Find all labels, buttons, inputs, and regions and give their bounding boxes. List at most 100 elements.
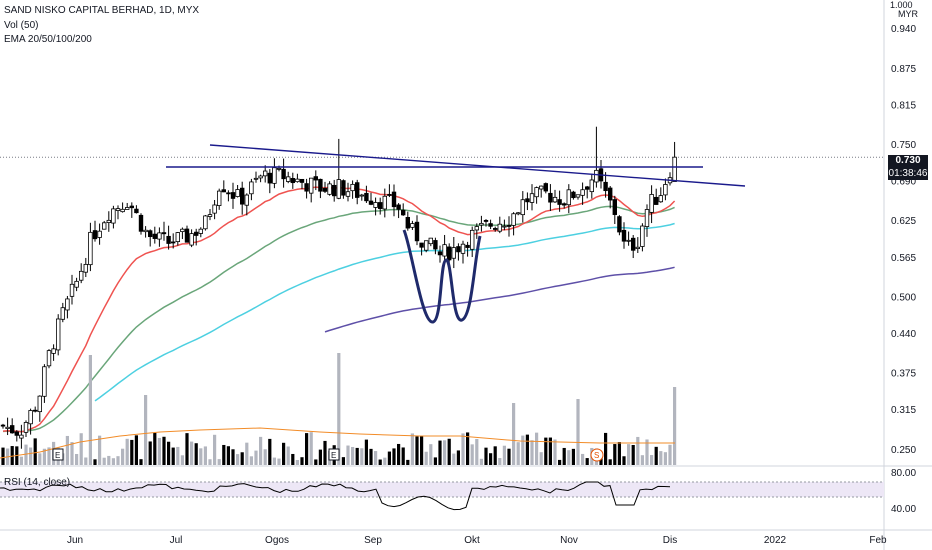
volume-bar: [125, 438, 129, 465]
candle-body: [341, 180, 346, 196]
volume-bar: [512, 403, 516, 465]
volume-bar: [489, 453, 493, 465]
candle-body: [483, 219, 489, 222]
volume-bar: [617, 442, 621, 465]
candle-body: [387, 194, 392, 196]
candle-body: [207, 214, 213, 217]
ema100-line: [94, 222, 675, 402]
candle-body: [290, 178, 295, 184]
candle-body: [621, 229, 627, 242]
candle-body: [23, 422, 29, 433]
volume-bar: [116, 456, 120, 465]
marker-label: E: [55, 451, 60, 460]
marker-label: S: [594, 451, 599, 460]
price-tick-label: 0.875: [891, 64, 916, 75]
candle-body: [400, 209, 406, 216]
candle-body: [318, 178, 323, 192]
candle-body: [212, 204, 217, 214]
volume-bar: [507, 448, 511, 465]
candle-body: [0, 424, 6, 427]
volume-bar: [608, 459, 612, 465]
candle-body: [19, 434, 24, 439]
volume-bar: [111, 458, 115, 465]
price-tick-label: 0.500: [891, 292, 916, 303]
volume-bar: [360, 448, 364, 465]
volume-bar: [351, 446, 355, 465]
volume-bar: [70, 442, 74, 465]
candle-body: [442, 244, 447, 257]
candle-body: [37, 395, 42, 413]
candle-body: [672, 156, 677, 182]
candle-body: [147, 230, 153, 238]
price-tick-label: 0.750: [891, 140, 916, 151]
volume-bar: [139, 459, 143, 465]
volume-bar: [240, 452, 244, 465]
volume-bar: [493, 446, 497, 465]
volume-bar: [337, 353, 341, 465]
candle-body: [589, 179, 594, 193]
candle-body: [138, 214, 144, 232]
candle-body: [166, 235, 171, 244]
candle-body: [364, 192, 369, 202]
rsi-legend[interactable]: RSI (14, close): [4, 477, 71, 488]
candle-body: [216, 190, 222, 206]
price-tick-label: 0.375: [891, 369, 916, 380]
candle-body: [102, 222, 107, 230]
volume-bar: [613, 444, 617, 465]
volume-bar: [176, 446, 180, 465]
candle-body: [479, 222, 484, 226]
candle-body: [331, 184, 337, 197]
candle-body: [617, 216, 622, 233]
volume-bar: [516, 442, 520, 465]
candle-body: [511, 213, 516, 226]
candle-body: [451, 247, 456, 259]
volume-bar: [213, 434, 217, 465]
volume-bar: [79, 433, 83, 465]
ema-legend[interactable]: EMA 20/50/100/200: [4, 34, 92, 45]
volume-bar: [640, 455, 644, 465]
volume-bar: [134, 435, 138, 465]
candle-body: [295, 178, 300, 183]
candle-body: [557, 199, 562, 205]
candle-body: [226, 192, 231, 195]
candle-body: [502, 225, 507, 228]
volume-bar: [217, 459, 221, 465]
time-tick-label: Sep: [364, 535, 382, 546]
candle-body: [552, 196, 558, 203]
candle-body: [649, 194, 654, 213]
volume-bar: [29, 447, 33, 465]
candle-body: [391, 191, 397, 208]
candle-body: [492, 228, 498, 230]
volume-bar: [162, 436, 166, 465]
volume-bar: [245, 442, 249, 465]
candle-body: [635, 246, 640, 249]
rsi-band: [0, 482, 884, 497]
volume-bar: [291, 453, 295, 465]
candle-body: [281, 168, 286, 180]
candle-body: [377, 202, 383, 209]
volume-bar: [369, 448, 373, 465]
candle-body: [308, 177, 314, 194]
volume-bar: [484, 447, 488, 465]
volume-bar: [47, 447, 51, 465]
candle-body: [428, 237, 433, 245]
candle-body: [497, 223, 502, 232]
candle-body: [46, 350, 52, 367]
volume-bar: [107, 455, 111, 465]
candle-body: [65, 298, 70, 311]
candle-body: [5, 426, 10, 429]
volume-bar: [24, 444, 28, 465]
volume-bar: [410, 433, 414, 465]
price-tick-label: 0.440: [891, 329, 916, 340]
symbol-title[interactable]: SAND NISKO CAPITAL BERHAD, 1D, MYX: [4, 5, 200, 16]
candle-body: [313, 176, 318, 181]
volume-bar: [121, 448, 125, 465]
volume-legend[interactable]: Vol (50): [4, 20, 39, 31]
volume-bar: [263, 449, 267, 465]
price-tick-label: 0.690: [891, 177, 916, 188]
volume-bar: [364, 439, 368, 465]
volume-bar: [42, 448, 46, 465]
candle-body: [51, 348, 56, 354]
candle-body: [189, 233, 194, 246]
